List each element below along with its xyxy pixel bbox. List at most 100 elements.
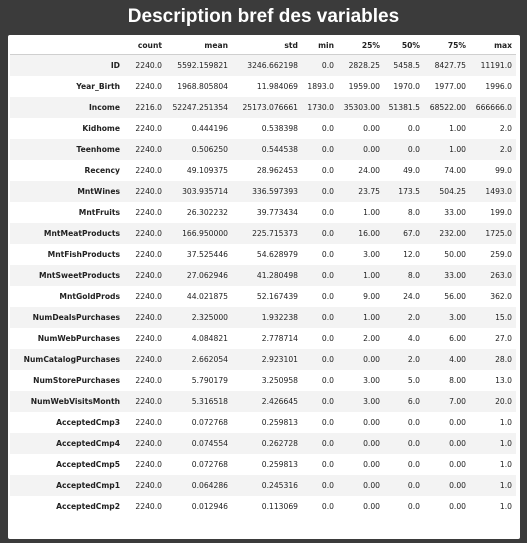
table-cell: 41.280498 [232,265,302,286]
table-cell: 1.00 [338,202,384,223]
table-cell: 35303.00 [338,97,384,118]
table-cell: 8.0 [384,265,424,286]
table-cell: 0.259813 [232,412,302,433]
table-cell: 2.662054 [166,349,232,370]
table-cell: 2240.0 [126,223,166,244]
table-cell: 2240.0 [126,307,166,328]
table-cell: 2240.0 [126,286,166,307]
table-cell: 0.506250 [166,139,232,160]
table-cell: 2240.0 [126,391,166,412]
row-label: AcceptedCmp2 [10,496,126,517]
table-cell: 3.00 [338,244,384,265]
table-cell: 0.064286 [166,475,232,496]
table-cell: 0.0 [302,286,338,307]
table-cell: 2240.0 [126,76,166,97]
table-cell: 0.00 [424,454,470,475]
table-cell: 28.0 [470,349,516,370]
table-cell: 27.062946 [166,265,232,286]
table-cell: 2.325000 [166,307,232,328]
row-label: NumWebVisitsMonth [10,391,126,412]
table-cell: 303.935714 [166,181,232,202]
page-title: Description bref des variables [127,6,400,27]
row-label: NumWebPurchases [10,328,126,349]
table-cell: 12.0 [384,244,424,265]
table-row: MntMeatProducts 2240.0 166.950000 225.71537… [10,223,516,244]
table-cell: 232.00 [424,223,470,244]
table-cell: 0.0 [302,307,338,328]
table-cell: 0.0 [302,391,338,412]
table-cell: 0.0 [302,160,338,181]
table-cell: 0.00 [424,412,470,433]
row-label: MntFishProducts [10,244,126,265]
row-label: MntFruits [10,202,126,223]
table-cell: 1.0 [470,412,516,433]
table-cell: 0.0 [302,370,338,391]
table-cell: 8.00 [424,370,470,391]
table-cell: 2216.0 [126,97,166,118]
table-cell: 44.021875 [166,286,232,307]
table-row: AcceptedCmp1 2240.0 0.064286 0.245316 0.0 0.0… [10,475,516,496]
table-header-row: count mean std min 25% 50% 75% max [10,37,516,55]
table-cell: 0.0 [384,118,424,139]
column-header: std [232,37,302,55]
table-cell: 2240.0 [126,454,166,475]
table-row: AcceptedCmp4 2240.0 0.074554 0.262728 0.0 0.0… [10,433,516,454]
table-cell: 1.00 [338,307,384,328]
table-cell: 2240.0 [126,475,166,496]
table-cell: 33.00 [424,265,470,286]
table-cell: 0.00 [424,496,470,517]
table-cell: 6.0 [384,391,424,412]
column-header: 75% [424,37,470,55]
column-header: min [302,37,338,55]
table-cell: 5592.159821 [166,54,232,76]
table-cell: 23.75 [338,181,384,202]
table-cell: 2240.0 [126,412,166,433]
table-cell: 0.0 [384,475,424,496]
table-cell: 5458.5 [384,54,424,76]
row-label: NumCatalogPurchases [10,349,126,370]
table-cell: 0.0 [302,328,338,349]
table-cell: 3.00 [424,307,470,328]
column-header: max [470,37,516,55]
row-label: NumStorePurchases [10,370,126,391]
row-label: Income [10,97,126,118]
table-cell: 2240.0 [126,244,166,265]
table-cell: 0.0 [302,244,338,265]
table-cell: 362.0 [470,286,516,307]
table-cell: 2240.0 [126,54,166,76]
table-cell: 2240.0 [126,496,166,517]
table-cell: 2.0 [384,349,424,370]
table-cell: 26.302232 [166,202,232,223]
table-cell: 9.00 [338,286,384,307]
row-label: MntSweetProducts [10,265,126,286]
table-cell: 199.0 [470,202,516,223]
column-header: 25% [338,37,384,55]
table-cell: 25173.076661 [232,97,302,118]
table-cell: 56.00 [424,286,470,307]
table-cell: 2.0 [470,118,516,139]
table-row: NumWebPurchases 2240.0 4.084821 2.778714 0.0… [10,328,516,349]
table-cell: 0.0 [384,412,424,433]
table-cell: 0.00 [338,475,384,496]
table-cell: 2240.0 [126,181,166,202]
table-cell: 49.109375 [166,160,232,181]
table-cell: 52247.251354 [166,97,232,118]
table-row: Kidhome 2240.0 0.444196 0.538398 0.0 0.00 0.0 1… [10,118,516,139]
table-cell: 1725.0 [470,223,516,244]
row-label: AcceptedCmp5 [10,454,126,475]
row-label: Year_Birth [10,76,126,97]
table-cell: 39.773434 [232,202,302,223]
table-row: MntSweetProducts 2240.0 27.062946 41.280498… [10,265,516,286]
table-cell: 0.259813 [232,454,302,475]
table-cell: 8427.75 [424,54,470,76]
table-cell: 4.0 [384,328,424,349]
table-cell: 1959.00 [338,76,384,97]
table-cell: 4.00 [424,349,470,370]
table-cell: 0.0 [384,454,424,475]
table-cell: 0.0 [302,454,338,475]
table-cell: 2240.0 [126,328,166,349]
table-cell: 2.426645 [232,391,302,412]
table-cell: 0.0 [384,139,424,160]
table-cell: 0.00 [338,139,384,160]
row-label: MntWines [10,181,126,202]
